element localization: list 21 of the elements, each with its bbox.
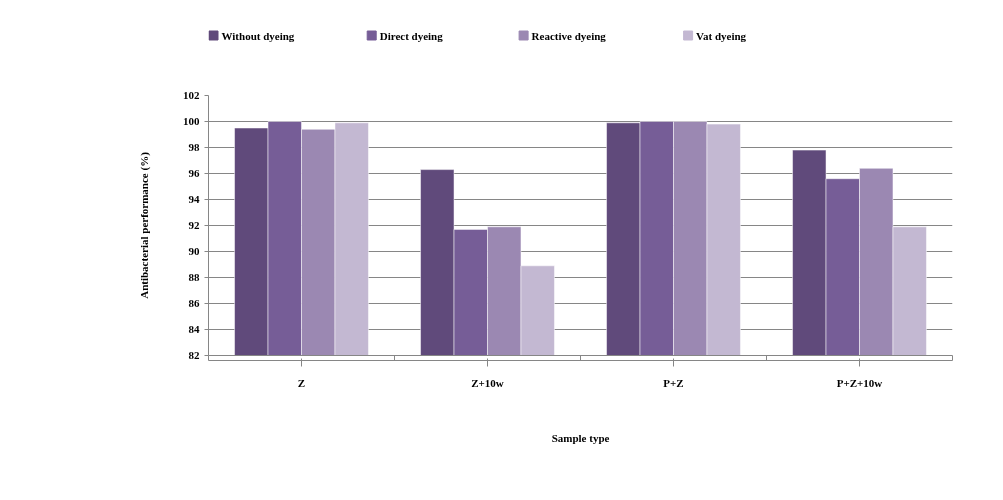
legend-label: Direct dyeing [379, 29, 444, 42]
y-tick-label: 90 [188, 245, 200, 257]
y-tick-label: 100 [183, 115, 200, 127]
y-tick-label: 84 [188, 323, 200, 335]
y-tick-label: 82 [188, 349, 200, 361]
y-tick-label: 92 [188, 219, 200, 231]
y-axis-title: Antibacterial performance (%) [138, 151, 151, 299]
x-tick-label: P+Z [663, 376, 684, 389]
legend-label: Reactive dyeing [531, 29, 607, 42]
x-tick-label: Z [297, 376, 306, 389]
x-tick-label: P+Z+10w [836, 376, 883, 389]
y-tick-label: 88 [188, 271, 200, 283]
y-tick-label: 102 [183, 89, 200, 101]
y-tick-label: 96 [188, 167, 200, 179]
legend-label: Without dyeing [221, 29, 295, 42]
legend-label: Vat dyeing [696, 29, 747, 42]
x-tick-label: Z+10w [471, 376, 504, 389]
y-tick-label: 94 [188, 193, 200, 205]
x-axis-title: Sample type [551, 431, 610, 444]
y-tick-label: 98 [188, 141, 200, 153]
y-tick-label: 86 [188, 297, 200, 309]
